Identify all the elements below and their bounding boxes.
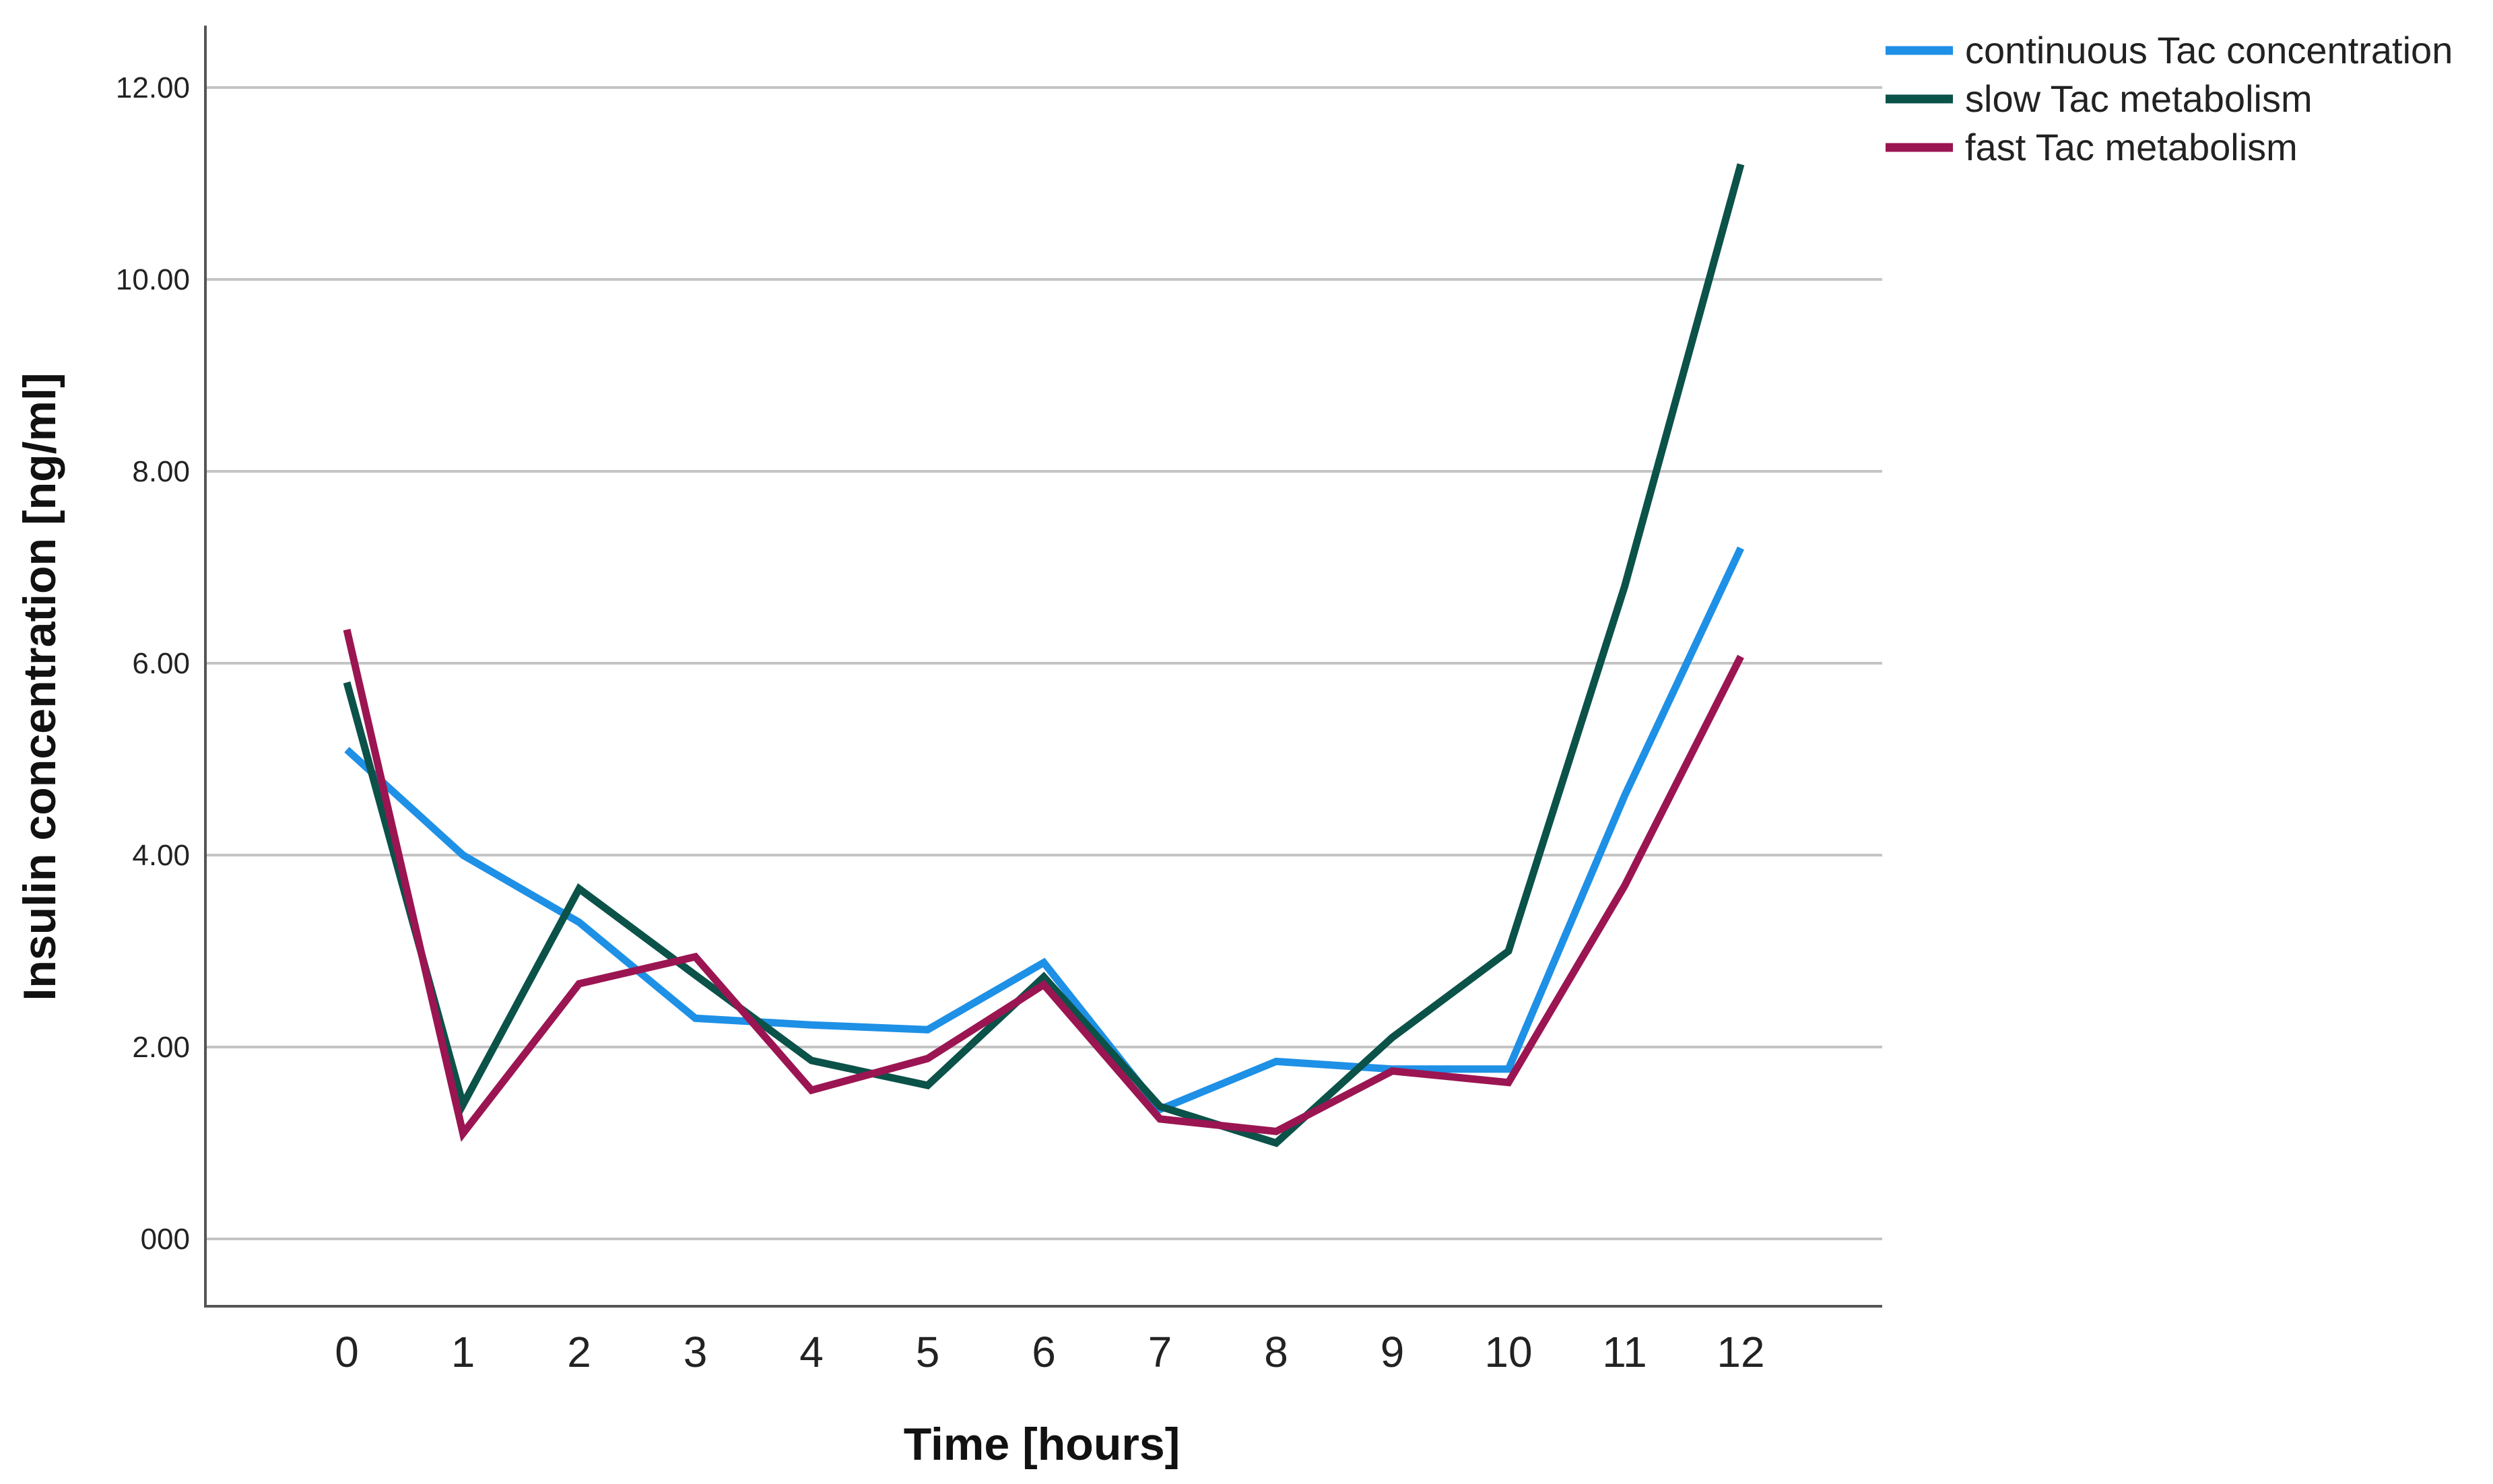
y-axis-title: Insulin concentration [ng/ml] <box>14 372 65 1001</box>
x-tick-label: 6 <box>1032 1328 1056 1376</box>
x-tick-label: 9 <box>1381 1328 1405 1376</box>
x-tick-label: 10 <box>1484 1328 1532 1376</box>
legend-label: slow Tac metabolism <box>1965 77 2313 120</box>
x-axis-title: Time [hours] <box>904 1419 1181 1470</box>
y-tick-label: 10.00 <box>116 263 190 296</box>
gridlines <box>205 86 1882 1240</box>
x-tick-label: 7 <box>1148 1328 1172 1376</box>
series-line-0 <box>344 546 1744 1114</box>
y-tick-labels: 000 2.00 4.00 6.00 8.00 10.00 12.00 <box>116 71 190 1256</box>
legend-label: continuous Tac concentration <box>1965 29 2453 71</box>
x-tick-labels: 0 1 2 3 4 5 6 7 8 9 10 11 12 <box>335 1328 1764 1376</box>
x-tick-label: 4 <box>799 1328 824 1376</box>
series-line-1 <box>343 163 1745 1147</box>
y-tick-label: 000 <box>141 1223 190 1256</box>
y-tick-label: 6.00 <box>132 647 190 680</box>
x-tick-label: 11 <box>1602 1328 1647 1376</box>
legend: continuous Tac concentration slow Tac met… <box>1886 29 2453 168</box>
x-tick-label: 1 <box>451 1328 475 1376</box>
series-lines <box>343 163 1745 1147</box>
x-tick-label: 12 <box>1717 1328 1764 1376</box>
x-tick-label: 0 <box>335 1328 359 1376</box>
x-tick-label: 8 <box>1264 1328 1288 1376</box>
legend-label: fast Tac metabolism <box>1965 126 2298 168</box>
x-tick-label: 2 <box>567 1328 591 1376</box>
axes <box>204 26 1882 1308</box>
y-tick-label: 2.00 <box>132 1031 190 1064</box>
y-tick-label: 8.00 <box>132 455 190 488</box>
x-tick-label: 3 <box>684 1328 708 1376</box>
y-tick-label: 12.00 <box>116 71 190 104</box>
x-tick-label: 5 <box>916 1328 940 1376</box>
y-tick-label: 4.00 <box>132 839 190 872</box>
